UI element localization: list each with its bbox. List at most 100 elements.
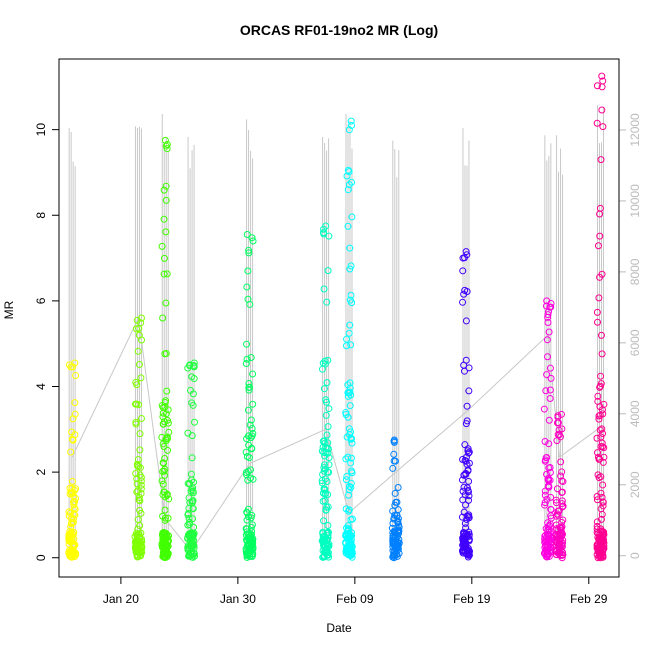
data-point xyxy=(161,545,169,553)
data-point xyxy=(137,473,145,481)
data-point xyxy=(68,428,76,436)
data-point xyxy=(133,488,141,496)
data-point xyxy=(186,386,194,394)
data-point xyxy=(66,529,74,537)
y-left-tick-label: 10 xyxy=(34,123,48,137)
data-point xyxy=(459,254,467,262)
series-RF12 xyxy=(593,72,608,562)
data-point xyxy=(545,416,553,424)
data-point xyxy=(320,464,328,472)
data-point xyxy=(541,499,549,507)
data-point xyxy=(133,462,141,470)
data-point xyxy=(345,483,353,491)
data-point xyxy=(596,534,604,542)
data-point xyxy=(544,542,552,550)
connector-line xyxy=(465,334,549,413)
data-point xyxy=(159,491,167,499)
data-point xyxy=(189,484,197,492)
data-point xyxy=(347,117,355,125)
data-point xyxy=(346,379,354,387)
data-point xyxy=(390,548,398,556)
data-point xyxy=(463,515,471,523)
data-point xyxy=(342,505,350,513)
data-point xyxy=(323,536,331,544)
data-point xyxy=(135,494,143,502)
data-point xyxy=(249,370,257,378)
series-RF10 xyxy=(540,297,555,561)
data-point xyxy=(65,512,73,520)
chart-title: ORCAS RF01-19no2 MR (Log) xyxy=(240,22,438,38)
data-point xyxy=(556,433,564,441)
data-point xyxy=(544,319,552,327)
data-point xyxy=(342,476,350,484)
data-point xyxy=(465,511,473,519)
data-point xyxy=(542,387,550,395)
data-point xyxy=(134,487,142,495)
data-point xyxy=(243,536,251,544)
y-right-tick-label: 2000 xyxy=(628,471,642,498)
data-point xyxy=(70,541,78,549)
data-point xyxy=(244,476,252,484)
data-point xyxy=(346,402,354,410)
data-point xyxy=(242,547,250,555)
data-point xyxy=(325,461,333,469)
data-point xyxy=(138,542,146,550)
data-point xyxy=(185,542,193,550)
data-point xyxy=(243,552,251,560)
data-point xyxy=(160,270,168,278)
data-point xyxy=(347,483,355,491)
data-point xyxy=(159,548,167,556)
data-point xyxy=(598,536,606,544)
y-right-tick-label: 10000 xyxy=(628,184,642,218)
connector-line xyxy=(190,463,250,552)
data-point xyxy=(552,548,560,556)
data-point xyxy=(247,353,255,361)
data-point xyxy=(389,519,397,527)
data-point xyxy=(320,553,328,561)
y-right-tick-label: 0 xyxy=(628,552,642,559)
data-point xyxy=(595,294,603,302)
data-point xyxy=(68,519,76,527)
data-point xyxy=(465,496,473,504)
data-point xyxy=(546,469,554,477)
data-point xyxy=(391,511,399,519)
data-point xyxy=(324,503,332,511)
data-point xyxy=(596,232,604,240)
data-point xyxy=(598,425,606,433)
series-RF03 xyxy=(158,136,173,562)
data-point xyxy=(559,551,567,559)
x-tick-label: Feb 19 xyxy=(453,592,491,606)
data-point xyxy=(242,359,250,367)
data-point xyxy=(542,525,550,533)
data-point xyxy=(544,523,552,531)
data-point xyxy=(318,365,326,373)
data-point xyxy=(394,518,402,526)
data-point xyxy=(325,405,333,413)
data-point xyxy=(559,478,567,486)
data-point xyxy=(162,182,170,190)
data-point xyxy=(598,83,606,91)
data-point xyxy=(594,548,602,556)
data-point xyxy=(69,436,77,444)
data-point xyxy=(545,308,553,316)
data-point xyxy=(599,481,607,489)
series-RF04 xyxy=(184,359,199,561)
data-point xyxy=(595,412,603,420)
data-point xyxy=(189,497,197,505)
data-point xyxy=(161,455,169,463)
data-point xyxy=(245,383,253,391)
data-point xyxy=(188,432,196,440)
data-point xyxy=(598,493,606,501)
data-point xyxy=(189,487,197,495)
data-point xyxy=(541,487,549,495)
data-point xyxy=(71,399,79,407)
flight-connector-lines xyxy=(71,317,601,552)
data-point xyxy=(243,231,251,239)
data-point xyxy=(545,328,553,336)
data-point xyxy=(596,411,604,419)
data-point xyxy=(459,487,467,495)
data-point xyxy=(559,516,567,524)
series-RF08 xyxy=(388,436,403,562)
data-point xyxy=(594,318,602,326)
data-point xyxy=(390,438,398,446)
